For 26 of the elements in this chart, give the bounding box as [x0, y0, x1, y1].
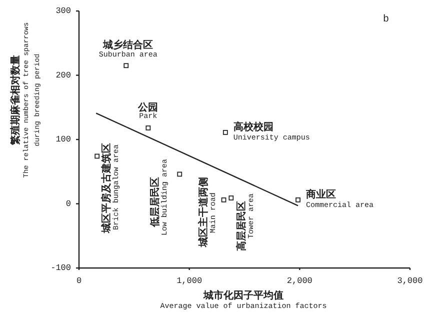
point — [177, 172, 182, 177]
point — [94, 154, 100, 159]
y-tick-label: -100 — [50, 263, 71, 273]
annotation: 低层居民区 — [149, 177, 162, 228]
point — [124, 63, 129, 68]
y-tick-label: 100 — [56, 134, 71, 144]
y-tick-label: 0 — [66, 198, 71, 209]
point — [221, 197, 226, 202]
x-tick-label: 2,000 — [286, 276, 312, 286]
point — [222, 130, 228, 135]
annotation: 商业区 — [305, 188, 336, 200]
annotation: 高层居民区 — [236, 200, 248, 251]
annotation: 高校校园 — [233, 120, 274, 133]
point — [296, 197, 300, 202]
x-tick-label: 1,000 — [176, 276, 202, 286]
annotation: 城区主干道两侧 — [197, 176, 210, 248]
annotation: 城乡结合区 — [102, 39, 154, 52]
point — [228, 196, 234, 200]
y-tick-label: 300 — [56, 6, 71, 16]
point — [146, 125, 151, 130]
annotation: 公园 — [137, 101, 158, 114]
x-tick-label: 0 — [76, 276, 82, 286]
annotation: 城区平房及古建筑区 — [100, 143, 113, 234]
y-tick-label: 200 — [56, 70, 71, 80]
x-tick-label: 3,000 — [397, 276, 423, 286]
chart-title: b — [382, 14, 390, 26]
